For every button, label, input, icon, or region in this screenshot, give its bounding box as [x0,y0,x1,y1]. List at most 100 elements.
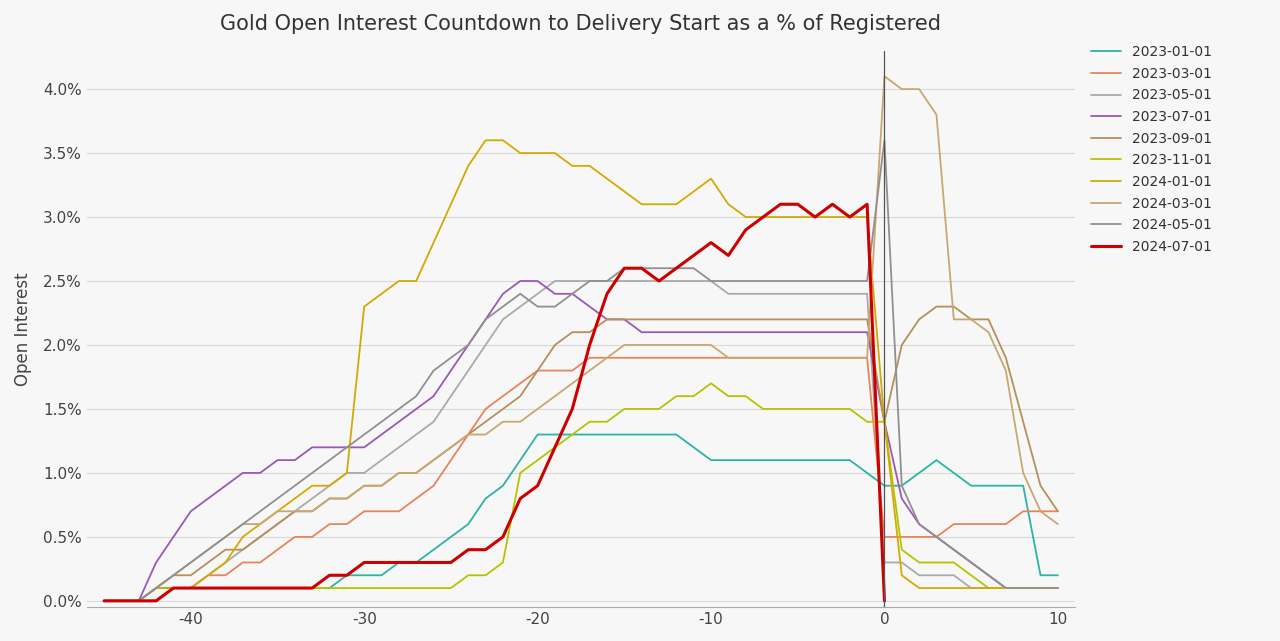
2023-07-01 [512,277,527,285]
2024-07-01 [321,571,337,579]
2023-03-01 [1050,508,1065,515]
Line: 2024-07-01: 2024-07-01 [104,204,884,601]
2024-05-01 [634,264,649,272]
2024-01-01 [477,137,493,144]
2024-05-01 [824,277,840,285]
2023-01-01 [652,431,667,438]
2024-07-01 [599,290,614,297]
2023-03-01 [703,354,718,362]
Line: 2023-01-01: 2023-01-01 [104,435,1057,601]
2024-05-01 [114,597,129,604]
2024-01-01 [739,213,754,221]
2024-07-01 [426,558,442,566]
2023-07-01 [739,328,754,336]
2024-07-01 [582,341,598,349]
Legend: 2023-01-01, 2023-03-01, 2023-05-01, 2023-07-01, 2023-09-01, 2023-11-01, 2024-01-: 2023-01-01, 2023-03-01, 2023-05-01, 2023… [1085,40,1219,260]
2024-07-01 [652,277,667,285]
2023-05-01 [443,392,458,400]
2024-01-01 [443,201,458,208]
2023-11-01 [634,405,649,413]
2023-09-01 [824,315,840,323]
2023-11-01 [114,597,129,604]
2024-07-01 [703,239,718,247]
2024-05-01 [96,597,111,604]
2024-07-01 [114,597,129,604]
2023-05-01 [548,277,563,285]
2023-11-01 [739,392,754,400]
2023-01-01 [96,597,111,604]
2023-09-01 [929,303,945,310]
2023-11-01 [96,597,111,604]
2024-07-01 [305,584,320,592]
2023-03-01 [739,354,754,362]
2023-01-01 [443,533,458,541]
2023-07-01 [443,367,458,374]
2023-05-01 [652,277,667,285]
2024-07-01 [287,584,302,592]
2023-11-01 [703,379,718,387]
2023-07-01 [1050,584,1065,592]
2024-07-01 [270,584,285,592]
2024-03-01 [686,341,701,349]
2023-01-01 [530,431,545,438]
2024-07-01 [859,201,874,208]
2023-05-01 [842,290,858,297]
Line: 2024-01-01: 2024-01-01 [104,140,1057,601]
2023-07-01 [703,328,718,336]
Line: 2023-07-01: 2023-07-01 [104,281,1057,601]
2023-07-01 [114,597,129,604]
2024-07-01 [617,264,632,272]
2024-07-01 [686,251,701,259]
2023-11-01 [842,405,858,413]
2024-07-01 [218,584,233,592]
2024-07-01 [842,213,858,221]
Line: 2023-09-01: 2023-09-01 [104,306,1057,601]
2024-03-01 [721,354,736,362]
Line: 2023-11-01: 2023-11-01 [104,383,1057,601]
2024-01-01 [842,213,858,221]
2023-09-01 [443,444,458,451]
2024-07-01 [824,201,840,208]
2024-07-01 [183,584,198,592]
2024-07-01 [252,584,268,592]
2023-01-01 [842,456,858,464]
2024-07-01 [374,558,389,566]
2024-07-01 [668,264,684,272]
2024-07-01 [564,405,580,413]
2024-01-01 [1050,584,1065,592]
2024-07-01 [166,584,182,592]
2024-03-01 [114,597,129,604]
2023-07-01 [842,328,858,336]
2024-05-01 [686,264,701,272]
2024-01-01 [96,597,111,604]
2024-07-01 [96,597,111,604]
2023-07-01 [96,597,111,604]
2024-05-01 [443,354,458,362]
2024-07-01 [512,495,527,503]
2024-01-01 [114,597,129,604]
2024-07-01 [461,546,476,554]
2024-07-01 [495,533,511,541]
2024-05-01 [1050,584,1065,592]
2024-07-01 [739,226,754,234]
2023-09-01 [1050,508,1065,515]
2024-03-01 [443,444,458,451]
2024-03-01 [96,597,111,604]
2023-03-01 [582,354,598,362]
2024-07-01 [773,201,788,208]
2024-01-01 [703,175,718,183]
2024-07-01 [339,571,355,579]
2023-03-01 [842,354,858,362]
2023-05-01 [114,597,129,604]
Line: 2024-03-01: 2024-03-01 [104,76,1057,601]
2023-11-01 [1050,584,1065,592]
2023-11-01 [686,392,701,400]
2024-07-01 [148,597,164,604]
Line: 2024-05-01: 2024-05-01 [104,140,1057,601]
2023-09-01 [634,315,649,323]
2023-01-01 [1050,571,1065,579]
2024-07-01 [721,251,736,259]
2023-05-01 [1050,584,1065,592]
2024-07-01 [548,444,563,451]
2024-07-01 [634,264,649,272]
